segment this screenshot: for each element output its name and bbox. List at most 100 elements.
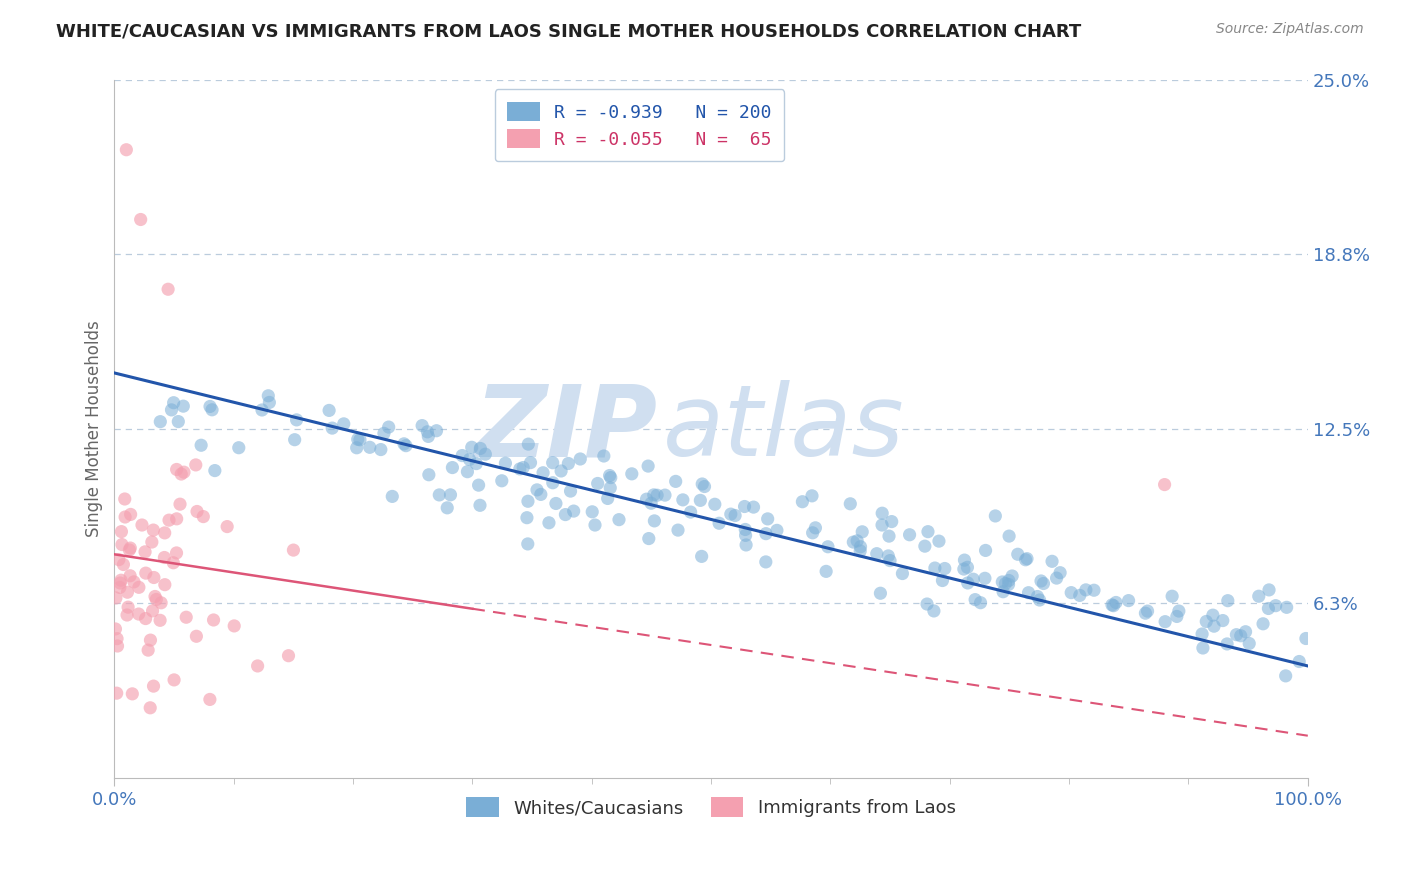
Point — [707, 516, 730, 531]
Point — [526, 483, 548, 497]
Point — [956, 576, 979, 591]
Point — [1118, 593, 1140, 607]
Point — [153, 550, 176, 565]
Point — [915, 597, 938, 611]
Point — [1045, 571, 1067, 585]
Point — [583, 518, 606, 533]
Point — [849, 544, 872, 558]
Point — [184, 458, 207, 472]
Point — [1195, 615, 1218, 629]
Point — [439, 488, 461, 502]
Point — [766, 524, 789, 538]
Point — [228, 441, 250, 455]
Point — [1105, 595, 1128, 609]
Point — [120, 508, 142, 522]
Point — [557, 457, 579, 471]
Point — [599, 470, 621, 484]
Point — [509, 462, 531, 476]
Point — [1295, 632, 1317, 646]
Point — [461, 440, 484, 454]
Point — [115, 607, 138, 622]
Point — [997, 577, 1019, 591]
Point — [436, 500, 458, 515]
Point — [111, 537, 134, 551]
Point — [851, 524, 873, 539]
Point — [1001, 569, 1024, 583]
Point — [112, 558, 135, 572]
Point — [917, 524, 939, 539]
Point — [1229, 629, 1251, 643]
Point — [914, 539, 936, 553]
Point — [143, 590, 166, 604]
Point — [359, 440, 381, 454]
Point — [494, 456, 516, 470]
Point — [1028, 593, 1050, 607]
Point — [162, 556, 184, 570]
Point — [1202, 608, 1225, 623]
Point — [441, 460, 464, 475]
Point — [1237, 636, 1260, 650]
Point — [1032, 576, 1054, 591]
Point — [1167, 604, 1189, 618]
Point — [373, 426, 395, 441]
Point — [596, 491, 619, 506]
Point — [541, 475, 564, 490]
Point — [953, 553, 976, 567]
Point — [734, 500, 756, 514]
Text: Source: ZipAtlas.com: Source: ZipAtlas.com — [1216, 22, 1364, 37]
Point — [117, 585, 139, 599]
Point — [470, 442, 492, 456]
Point — [1154, 615, 1177, 629]
Point — [965, 592, 987, 607]
Point — [1049, 566, 1071, 580]
Point — [122, 574, 145, 589]
Point — [734, 528, 756, 542]
Point — [118, 543, 141, 558]
Point — [198, 692, 221, 706]
Point — [120, 541, 142, 555]
Point — [349, 433, 371, 447]
Point — [679, 505, 702, 519]
Point — [1074, 582, 1097, 597]
Point — [246, 659, 269, 673]
Point — [1015, 551, 1038, 566]
Point — [1083, 583, 1105, 598]
Point — [690, 549, 713, 564]
Point — [108, 581, 131, 595]
Point — [157, 513, 180, 527]
Point — [1216, 637, 1239, 651]
Point — [1069, 588, 1091, 602]
Point — [880, 515, 903, 529]
Point — [839, 497, 862, 511]
Point — [186, 629, 208, 643]
Point — [562, 504, 585, 518]
Point — [1258, 582, 1281, 597]
Point — [997, 574, 1019, 588]
Point — [427, 488, 450, 502]
Point — [530, 487, 553, 501]
Point — [643, 514, 665, 528]
Point — [519, 456, 541, 470]
Point — [1288, 655, 1310, 669]
Point — [1029, 574, 1052, 588]
Point — [1202, 619, 1225, 633]
Point — [149, 613, 172, 627]
Point — [974, 543, 997, 558]
Point — [458, 452, 481, 467]
Point — [869, 586, 891, 600]
Point — [346, 432, 368, 446]
Point — [201, 402, 224, 417]
Point — [224, 619, 246, 633]
Point — [801, 525, 824, 540]
Point — [879, 553, 901, 567]
Point — [689, 493, 711, 508]
Point — [170, 467, 193, 481]
Point — [153, 525, 176, 540]
Point — [117, 600, 139, 615]
Point — [703, 497, 725, 511]
Point — [724, 508, 747, 523]
Point — [870, 506, 893, 520]
Point — [135, 566, 157, 581]
Point — [690, 477, 713, 491]
Point — [128, 580, 150, 594]
